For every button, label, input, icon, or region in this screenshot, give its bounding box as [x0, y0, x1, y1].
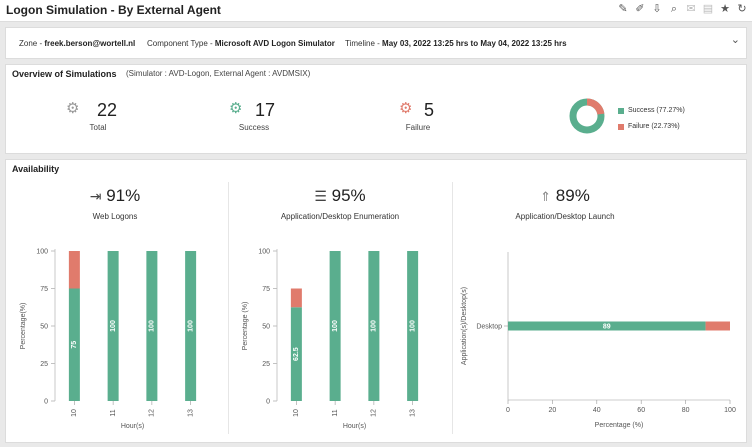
- success-bar: [68, 288, 80, 401]
- y-tick-label: 100: [258, 249, 270, 256]
- launch-header: ⇑ 89% Application/Desktop Launch: [515, 186, 615, 221]
- bar-value-label: 62.5: [293, 347, 300, 361]
- x-tick-label: 40: [593, 407, 601, 414]
- favorite-star-icon[interactable]: ★: [720, 3, 730, 15]
- success-bar: [508, 321, 706, 331]
- x-tick-label: 11: [332, 409, 339, 416]
- x-tick-label: 100: [724, 407, 736, 414]
- donut-legend: Success (77.27%) Failure (22.73%): [618, 107, 685, 139]
- bar-value-label: 100: [187, 320, 194, 332]
- failure-bar: [290, 288, 302, 308]
- x-tick-label: 20: [549, 407, 557, 414]
- gears-success-icon: ⚙: [229, 100, 243, 117]
- failure-bar: [705, 321, 730, 331]
- success-bar: [407, 251, 419, 401]
- timeline-filter: Timeline - May 03, 2022 13:25 hrs to May…: [345, 39, 567, 48]
- x-tick-label: 10: [293, 409, 300, 417]
- export-icon[interactable]: ⇩: [652, 3, 662, 15]
- y-tick-label: Desktop: [476, 324, 502, 331]
- component-type-filter: Component Type - Microsoft AVD Logon Sim…: [147, 39, 335, 48]
- x-tick-label: 0: [506, 407, 510, 414]
- toolbar: ✎ ✐ ⇩ ⌕ ✉ ▤ ★ ↻: [617, 3, 748, 16]
- login-arrow-icon: ⇥: [89, 188, 102, 204]
- y-tick-label: 25: [262, 361, 270, 368]
- bar-value-label: 100: [110, 320, 117, 332]
- donut-failure-slice: [569, 98, 605, 134]
- bar-value-label: 100: [409, 320, 416, 332]
- notes-icon[interactable]: ✐: [635, 3, 645, 15]
- enumeration-header: ☰ 95% Application/Desktop Enumeration: [280, 186, 400, 221]
- success-bar: [290, 307, 302, 401]
- y-tick-label: 0: [44, 399, 48, 406]
- expand-chevron-icon[interactable]: ⌄: [730, 34, 740, 46]
- overview-panel: Overview of Simulations (Simulator : AVD…: [5, 64, 747, 154]
- availability-title: Availability: [12, 164, 60, 174]
- success-bar: [185, 251, 197, 401]
- x-axis-title: Hour(s): [121, 423, 144, 430]
- legend-failure: Failure (22.73%): [618, 123, 685, 130]
- filter-bar[interactable]: Zone - freek.berson@wortell.nl Component…: [5, 27, 747, 59]
- gears-failure-icon: ⚙: [399, 100, 413, 117]
- enumeration-chart: 0 25 50 75 100 62.5 10 100 11 100 12 100 13 Hour(s) Pe…: [242, 249, 419, 430]
- print-icon[interactable]: ▤: [702, 3, 714, 15]
- x-tick-label: 13: [187, 409, 194, 417]
- x-tick-label: 60: [637, 407, 645, 414]
- bar-value-label: 100: [149, 320, 156, 332]
- success-bar: [368, 251, 380, 401]
- overview-subtitle: (Simulator : AVD-Logon, External Agent :…: [126, 69, 311, 78]
- success-bar: [107, 251, 119, 401]
- x-tick-label: 13: [409, 409, 416, 417]
- bar-value-label: 100: [371, 320, 378, 332]
- y-tick-label: 50: [40, 324, 48, 331]
- y-tick-label: 25: [40, 361, 48, 368]
- failure-bar: [68, 251, 80, 289]
- total-stat: 22 Total: [89, 100, 118, 132]
- y-tick-label: 50: [262, 324, 270, 331]
- x-tick-label: 12: [149, 409, 156, 417]
- x-tick-label: 12: [371, 409, 378, 417]
- success-failure-donut: [569, 98, 605, 134]
- y-tick-label: 75: [40, 286, 48, 293]
- legend-success: Success (77.27%): [618, 107, 685, 114]
- y-tick-label: 100: [36, 249, 48, 256]
- title-bar: Logon Simulation - By External Agent ✎ ✐…: [0, 0, 752, 22]
- launch-chart: 0 20 40 60 80 100 89 Desktop Percentage (%) Appli…: [461, 252, 736, 429]
- gears-total-icon: ⚙: [66, 100, 80, 117]
- success-bar: [329, 251, 341, 401]
- page-title: Logon Simulation - By External Agent: [6, 3, 221, 17]
- x-tick-label: 11: [110, 409, 117, 416]
- bar-value-label: 89: [603, 324, 611, 331]
- y-tick-label: 0: [266, 399, 270, 406]
- x-axis-title: Percentage (%): [595, 422, 644, 429]
- y-axis-title: Percentage(%): [20, 303, 27, 350]
- y-axis-title: Percentage (%): [242, 302, 249, 351]
- refresh-icon[interactable]: ↻: [737, 3, 747, 15]
- rocket-icon: ⇑: [540, 189, 552, 204]
- web-logons-header: ⇥ 91% Web Logons: [89, 186, 141, 221]
- y-tick-label: 75: [262, 286, 270, 293]
- web-logons-chart: 0 25 50 75 100 75 10 100 11 100 12 100 13 Hour(s) Perc…: [20, 249, 197, 430]
- success-bar: [146, 251, 158, 401]
- x-tick-label: 80: [682, 407, 690, 414]
- x-tick-label: 10: [71, 409, 78, 417]
- mail-icon[interactable]: ✉: [686, 3, 696, 15]
- list-icon: ☰: [314, 188, 327, 204]
- x-axis-title: Hour(s): [343, 423, 366, 430]
- y-axis-title: Application(s)/Desktop(s): [461, 287, 468, 365]
- failure-stat: 5 Failure: [405, 100, 434, 132]
- overview-title: Overview of Simulations: [12, 69, 117, 79]
- zone-filter: Zone - freek.berson@wortell.nl: [19, 39, 136, 48]
- success-stat: 17 Success: [238, 100, 276, 132]
- bar-value-label: 75: [71, 341, 78, 349]
- bar-value-label: 100: [332, 320, 339, 332]
- edit-report-icon[interactable]: ✎: [618, 3, 628, 15]
- search-icon[interactable]: ⌕: [670, 3, 678, 15]
